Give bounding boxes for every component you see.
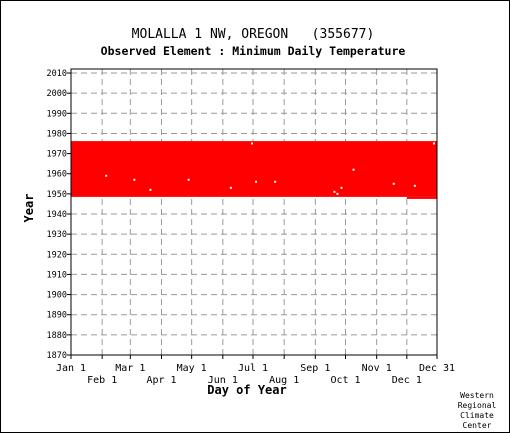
x-tick-label: Dec 1 — [392, 375, 422, 386]
missing-day — [333, 190, 336, 193]
x-tick-label: Apr 1 — [146, 375, 176, 386]
y-tick-label: 1980 — [47, 129, 67, 139]
grid — [71, 69, 437, 356]
x-tick-label: Jul 1 — [238, 363, 268, 374]
credit-line: Climate — [460, 411, 494, 420]
y-tick-label: 1990 — [47, 109, 67, 119]
missing-day — [133, 178, 136, 181]
missing-day — [105, 174, 108, 177]
y-tick-label: 1960 — [47, 170, 67, 180]
missing-day — [352, 168, 355, 171]
missing-day — [229, 186, 232, 189]
x-tick-label: Dec 31 — [419, 363, 455, 374]
y-tick-label: 1950 — [47, 190, 67, 200]
missing-day — [255, 180, 258, 183]
missing-day — [340, 186, 343, 189]
coverage-block — [406, 196, 437, 199]
y-axis: 1870 1880 1890 1900 1910 1920 1930 1940 1950 1960… — [47, 69, 71, 361]
y-tick-label: 1900 — [47, 291, 67, 301]
y-tick-label: 1910 — [47, 270, 67, 280]
y-tick-label: 1930 — [47, 230, 67, 240]
x-tick-label: Nov 1 — [362, 363, 392, 374]
y-tick-label: 1870 — [47, 351, 67, 361]
plot-area — [70, 68, 438, 356]
missing-day — [187, 178, 190, 181]
missing-day — [336, 192, 339, 195]
y-tick-label: 1890 — [47, 311, 67, 321]
missing-day — [413, 184, 416, 187]
x-tick-label: May 1 — [177, 363, 207, 374]
missing-day — [274, 180, 277, 183]
chart-subtitle: Observed Element : Minimum Daily Tempera… — [101, 44, 406, 58]
credit-line: Center — [463, 421, 492, 430]
credit-line: Western — [460, 391, 494, 400]
y-axis-label: Year — [22, 194, 36, 223]
x-tick-label: Feb 1 — [87, 375, 117, 386]
y-tick-label: 1880 — [47, 331, 67, 341]
missing-day — [432, 142, 435, 145]
x-tick-label: Sep 1 — [300, 363, 330, 374]
x-tick-label: Oct 1 — [330, 375, 360, 386]
missing-day — [250, 142, 253, 145]
missing-day — [149, 188, 152, 191]
x-tick-label: Jun 1 — [208, 375, 238, 386]
x-tick-label: Aug 1 — [269, 375, 299, 386]
credit-line: Regional — [458, 401, 497, 410]
x-tick-label: Jan 1 — [56, 363, 86, 374]
coverage-block — [71, 141, 437, 197]
y-tick-label: 1920 — [47, 250, 67, 260]
y-tick-label: 2010 — [47, 69, 67, 79]
chart-title: MOLALLA 1 NW, OREGON (355677) — [132, 27, 375, 42]
missing-day — [392, 182, 395, 185]
x-tick-label: Mar 1 — [115, 363, 145, 374]
data-gaps — [105, 142, 435, 195]
y-tick-label: 1970 — [47, 150, 67, 160]
y-tick-label: 1940 — [47, 210, 67, 220]
x-axis-label: Day of Year — [207, 383, 286, 397]
y-tick-label: 2000 — [47, 89, 67, 99]
credit-block: Western Regional Climate Center — [458, 391, 497, 430]
data-coverage — [71, 141, 437, 199]
